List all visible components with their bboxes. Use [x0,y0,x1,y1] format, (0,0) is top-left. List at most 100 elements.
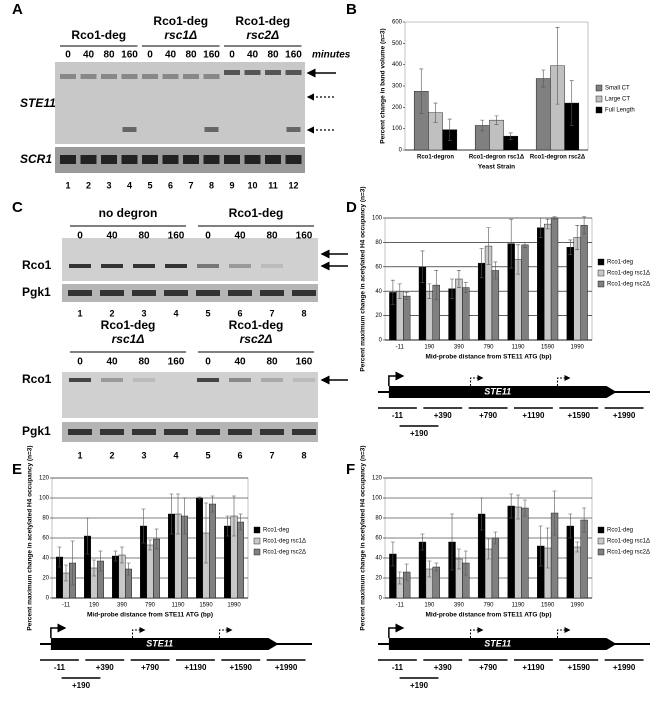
label: 2 [109,450,114,460]
label: C [12,199,23,216]
label: 5 [147,180,152,190]
label: 190 [89,603,100,609]
label: 0 [229,50,235,61]
error-bar [538,525,543,567]
label: 0 [205,231,211,242]
gel-band [197,264,219,268]
legend-swatch [595,84,603,92]
label: F [346,461,355,478]
bar [146,544,154,599]
label: -11 [62,603,71,609]
label: Full Length [605,108,635,114]
label: 7 [269,308,274,318]
legend-swatch [597,269,605,277]
bar [209,503,216,599]
error-bar [582,507,587,533]
error-bar [210,495,215,513]
label: 390 [117,603,128,609]
label: +790 [141,663,160,672]
gel-band [265,155,281,164]
label: 0 [77,357,83,368]
label: 6 [168,180,173,190]
error-bar [92,559,96,577]
gel-band [244,155,261,164]
legend-swatch [595,95,603,103]
bar [432,566,440,599]
tss-arrow [388,623,405,638]
label: 10 [247,180,257,190]
gel-band [60,74,76,79]
gene-label: STE11 [484,386,511,396]
error-bar [85,517,90,555]
error-bar [486,227,491,265]
label: 0 [399,148,403,154]
label: -11 [396,345,405,351]
label: 80 [42,516,49,522]
gel-band [101,378,123,382]
label: +1590 [568,411,591,420]
label: 1 [77,450,82,460]
error-bar [450,513,455,571]
error-bar [575,541,580,553]
error-bar [569,80,574,126]
tss-arrow-dotted [219,627,233,638]
label: +190 [410,681,429,690]
legend-swatch [597,258,605,266]
label: +790 [479,411,498,420]
error-bar [479,248,484,279]
bar [507,505,515,599]
label: 1990 [227,603,241,609]
gene-arrow [388,638,617,650]
label: 7 [188,180,193,190]
tss-arrow [50,623,67,638]
label: rsc1Δ [164,28,197,42]
label: +1190 [522,663,545,672]
error-bar [538,217,543,238]
label: 1190 [172,603,186,609]
label: 6 [237,308,242,318]
gel-band [121,74,138,79]
label: Percent maximum change in acetylated H4 … [27,445,34,630]
bar [573,546,581,599]
label: 60 [42,536,49,542]
error-bar [509,218,514,269]
label: Rco1-deg [71,28,126,42]
label: rsc1Δ [112,332,145,346]
gel-band [292,429,316,435]
label: 9 [229,180,234,190]
label: 1990 [571,603,585,609]
gene-label: STE11 [146,638,173,648]
label: Rco1-deg [229,206,284,220]
label: 4 [173,308,178,318]
gel-band [196,429,220,435]
label: 40 [247,50,259,61]
gel-band [229,264,251,268]
error-bar [70,540,75,586]
error-bar [182,497,187,535]
gel-band [162,155,179,164]
label: +1190 [184,663,207,672]
label: A [12,1,23,18]
label: 20 [375,313,382,319]
gel-band [285,155,302,164]
label: 40 [234,357,246,368]
label: E [12,461,22,478]
error-bar [120,546,124,564]
label: 390 [454,603,465,609]
error-bar [434,270,439,301]
error-bar [419,68,424,115]
tss-arrow-dotted [557,375,571,386]
gel-band [292,290,316,296]
gel-band [196,290,220,296]
error-bar [238,513,243,531]
gel-band [183,155,199,164]
error-bar [397,571,402,585]
label: 4 [173,450,178,460]
error-bar [126,562,131,576]
label: no degron [99,206,158,220]
gel-band [132,290,156,296]
error-bar [176,493,180,535]
gel-band [244,70,261,75]
bar [403,295,411,341]
